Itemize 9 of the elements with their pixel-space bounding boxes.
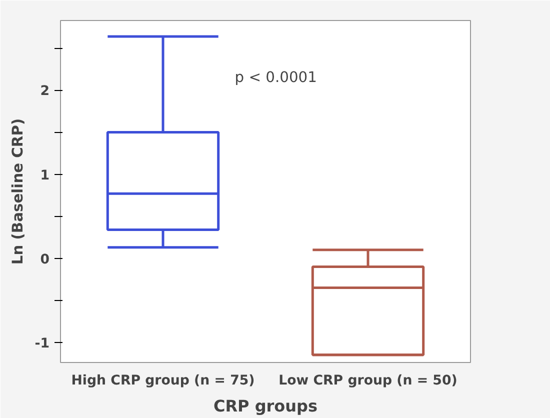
x-axis-title: CRP groups bbox=[213, 396, 318, 416]
y-tick-label: 1 bbox=[40, 168, 50, 184]
annotation: p < 0.0001 bbox=[234, 69, 317, 86]
y-tick-label: -1 bbox=[34, 336, 50, 352]
y-tick-label: 2 bbox=[40, 84, 50, 100]
x-tick-label: High CRP group (n = 75) bbox=[71, 374, 255, 388]
x-tick-label: Low CRP group (n = 50) bbox=[278, 374, 458, 388]
y-tick-label: 0 bbox=[40, 252, 50, 268]
y-axis-title: Ln (Baseline CRP) bbox=[10, 118, 27, 265]
